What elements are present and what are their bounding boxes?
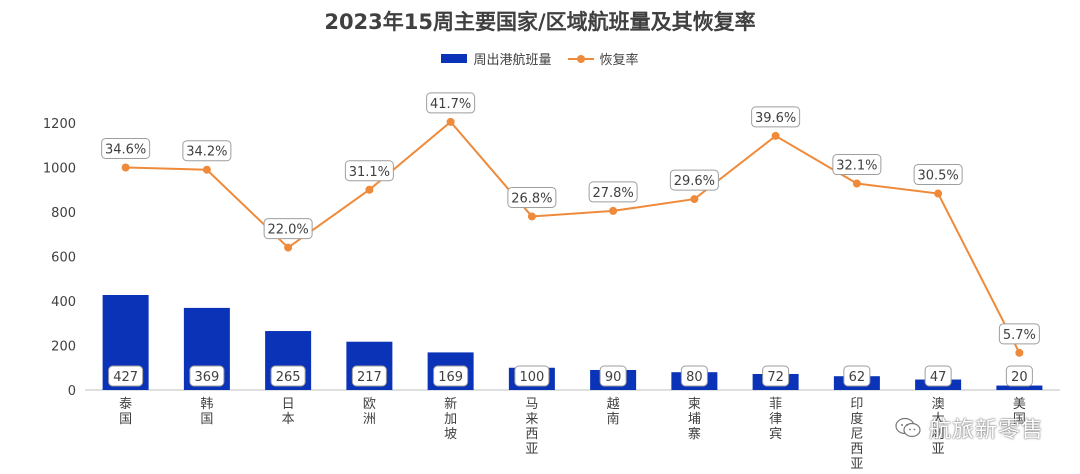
line-point <box>284 243 293 252</box>
x-tick-label: 日本 <box>282 397 295 427</box>
bar-data-label: 369 <box>194 370 219 385</box>
bar-data-label: 47 <box>930 370 947 385</box>
bar-data-label: 20 <box>1011 370 1028 385</box>
bar-data-label-box <box>762 365 790 387</box>
bar-data-label: 62 <box>849 370 866 385</box>
line-data-label: 39.6% <box>755 111 796 126</box>
line-point <box>934 189 943 198</box>
line-data-label-box <box>832 154 882 176</box>
x-tick-label: 印度尼西亚 <box>850 397 863 472</box>
line-point <box>202 165 211 174</box>
legend-line-swatch <box>567 54 594 64</box>
x-tick-label: 泰国 <box>119 397 132 427</box>
line-data-label-box <box>182 140 232 162</box>
y-tick-label: 400 <box>51 295 76 310</box>
bar-data-label: 427 <box>113 370 138 385</box>
x-tick-label: 美国 <box>1013 397 1026 427</box>
x-tick-label: 欧洲 <box>363 397 376 427</box>
bar-data-label: 169 <box>438 370 463 385</box>
line-data-label-box <box>669 169 719 191</box>
line-data-label: 27.8% <box>592 186 633 201</box>
bar-data-label-box <box>924 365 952 387</box>
bar-data-label-box <box>514 365 550 387</box>
bar-data-label: 100 <box>519 370 544 385</box>
line-data-label-box <box>263 218 313 240</box>
y-tick-label: 0 <box>68 384 76 399</box>
legend-bar-swatch <box>441 54 468 63</box>
x-tick-label: 越南 <box>607 397 620 427</box>
legend-line-label: 恢复率 <box>599 53 639 68</box>
y-tick-label: 1200 <box>43 117 76 132</box>
x-tick-label: 柬埔寨 <box>688 397 701 442</box>
bar-data-label: 72 <box>767 370 784 385</box>
line-data-label-box <box>588 181 638 203</box>
line-data-label: 41.7% <box>430 97 471 112</box>
wechat-icon <box>895 417 921 439</box>
bar-data-label: 265 <box>276 370 301 385</box>
line-data-label-box <box>913 164 963 186</box>
line-data-label-box <box>344 160 394 182</box>
bar <box>996 385 1043 390</box>
x-tick-label: 菲律宾 <box>769 397 782 442</box>
bar-data-label-box <box>433 365 469 387</box>
x-tick-label: 马来西亚 <box>525 397 538 457</box>
line-data-label: 34.6% <box>105 143 146 158</box>
line-data-label: 5.7% <box>1003 328 1036 343</box>
bar-data-label-box <box>680 365 708 387</box>
bar-data-label-box <box>189 365 225 387</box>
line-point <box>527 212 536 221</box>
bar-data-label-box <box>270 365 306 387</box>
x-tick-label: 澳大利亚 <box>932 396 945 457</box>
line-point <box>690 195 699 204</box>
line-point <box>609 206 618 215</box>
line-point <box>771 131 780 140</box>
line-data-label-box <box>751 106 801 128</box>
bar-data-label-box <box>599 365 627 387</box>
line-data-label: 32.1% <box>836 159 877 174</box>
line-data-label-box <box>426 92 476 114</box>
line-data-label: 26.8% <box>511 191 552 206</box>
line-point <box>852 179 861 188</box>
legend-item-bar: 周出港航班量 <box>441 49 552 68</box>
chart-legend: 周出港航班量 恢复率 <box>0 49 1080 68</box>
x-tick-label: 新加坡 <box>444 396 457 442</box>
bar-data-label-box <box>351 365 387 387</box>
line-point <box>1015 348 1024 357</box>
line-point <box>121 163 130 172</box>
chart-title: 2023年15周主要国家/区域航班量及其恢复率 <box>324 10 756 34</box>
bar-data-label-box <box>843 365 871 387</box>
x-tick-label: 韩国 <box>200 397 213 427</box>
watermark-text: 航旅新零售 <box>928 418 1044 443</box>
y-tick-label: 800 <box>51 206 76 221</box>
bar-data-label: 80 <box>686 370 703 385</box>
line-point <box>446 117 455 126</box>
line-point <box>365 185 374 194</box>
recovery-rate-line <box>125 120 1021 354</box>
line-data-label-box <box>507 186 557 208</box>
line-data-label: 22.0% <box>267 223 308 238</box>
line-data-label: 30.5% <box>917 169 958 184</box>
bar-data-label-box <box>1005 365 1033 387</box>
y-tick-label: 600 <box>51 251 76 266</box>
line-data-label-box <box>998 323 1040 345</box>
line-data-label: 31.1% <box>349 165 390 180</box>
line-data-label: 29.6% <box>674 174 715 189</box>
watermark: 航旅新零售 <box>895 412 1044 444</box>
bar-data-label-box <box>108 365 144 387</box>
y-tick-label: 1000 <box>43 162 76 177</box>
line-data-label-box <box>101 138 151 159</box>
bar-data-label: 90 <box>605 370 622 385</box>
legend-bar-label: 周出港航班量 <box>473 53 552 68</box>
line-data-label: 34.2% <box>186 145 227 160</box>
bar-data-label: 217 <box>357 370 382 385</box>
y-tick-label: 200 <box>51 340 76 355</box>
legend-item-line: 恢复率 <box>567 49 639 68</box>
